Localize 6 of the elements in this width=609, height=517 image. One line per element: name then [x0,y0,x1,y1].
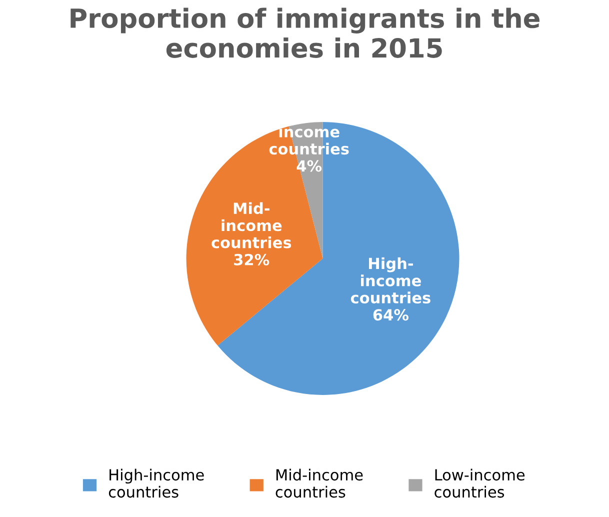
data-label: Mid- income countries 32% [212,202,292,266]
data-label: High- income countries 64% [350,257,430,321]
chart-title: Proportion of immigrants in the economies in 2015 [70,8,540,58]
legend-label: High-income countries [108,468,204,498]
legend-label: Low-income countries [434,468,525,498]
legend-label: Mid-income countries [276,468,363,498]
